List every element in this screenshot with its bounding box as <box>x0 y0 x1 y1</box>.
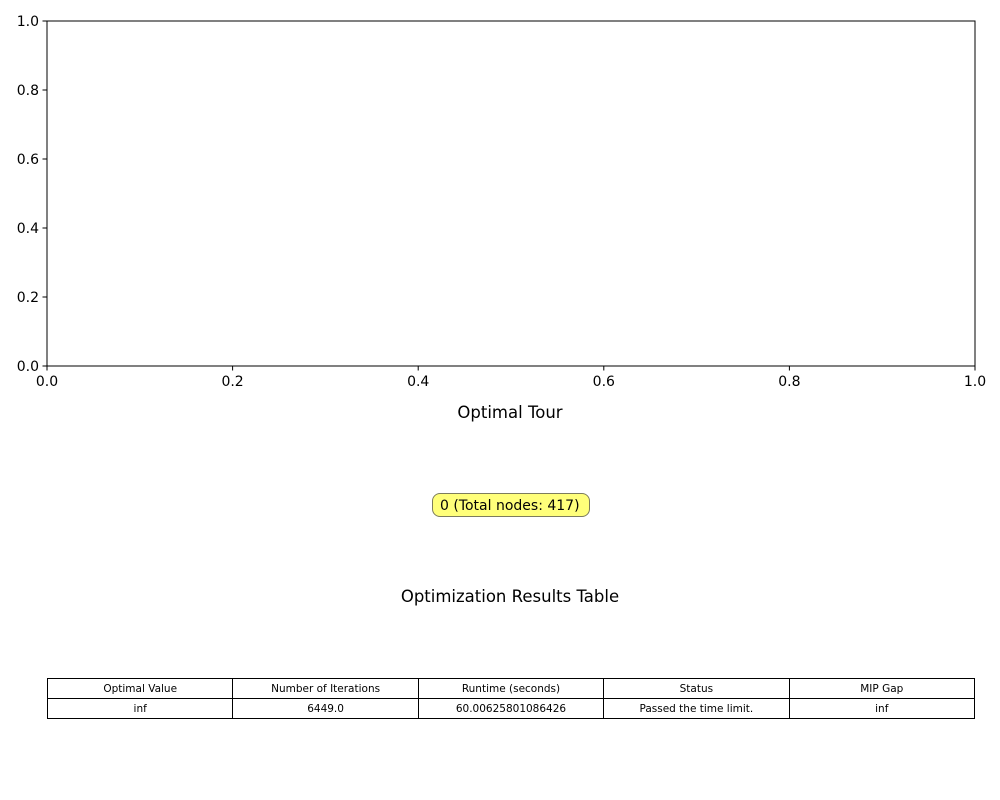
y-tick-label: 1.0 <box>17 14 39 30</box>
header-iterations: Number of Iterations <box>232 678 419 699</box>
cell-status: Passed the time limit. <box>603 698 790 719</box>
y-tick-label: 0.4 <box>17 221 39 237</box>
y-tick-label: 0.2 <box>17 290 39 306</box>
header-mip-gap: MIP Gap <box>788 678 976 699</box>
x-tick-label: 1.0 <box>964 374 986 390</box>
results-table: Optimal Value Number of Iterations Runti… <box>46 678 976 719</box>
x-tick-label: 0.6 <box>593 374 615 390</box>
y-tick-label: 0.6 <box>17 152 39 168</box>
y-tick-label: 0.0 <box>17 359 39 375</box>
y-tick-label: 0.8 <box>17 83 39 99</box>
x-tick-label: 0.8 <box>778 374 800 390</box>
cell-iterations: 6449.0 <box>232 698 419 719</box>
header-status: Status <box>603 678 790 699</box>
cell-optimal-value: inf <box>46 698 234 719</box>
x-tick-label: 0.0 <box>36 374 58 390</box>
chart-title: Optimal Tour <box>457 403 562 422</box>
table-title: Optimization Results Table <box>400 587 620 606</box>
x-tick-label: 0.2 <box>221 374 243 390</box>
table-row: inf 6449.0 60.00625801086426 Passed the … <box>46 698 976 719</box>
plot-area: 0.0 0.2 0.4 0.6 0.8 1.0 0.0 0.2 0.4 0.6 0.8 1.0 <box>17 14 986 390</box>
axes-frame <box>46 20 976 367</box>
table-header-row: Optimal Value Number of Iterations Runti… <box>46 678 976 699</box>
x-tick-label: 0.4 <box>407 374 429 390</box>
cell-runtime: 60.00625801086426 <box>417 698 605 719</box>
cell-mip-gap: inf <box>788 698 976 719</box>
header-optimal-value: Optimal Value <box>46 678 234 699</box>
total-nodes-annotation: 0 (Total nodes: 417) <box>432 493 590 517</box>
header-runtime: Runtime (seconds) <box>417 678 605 699</box>
